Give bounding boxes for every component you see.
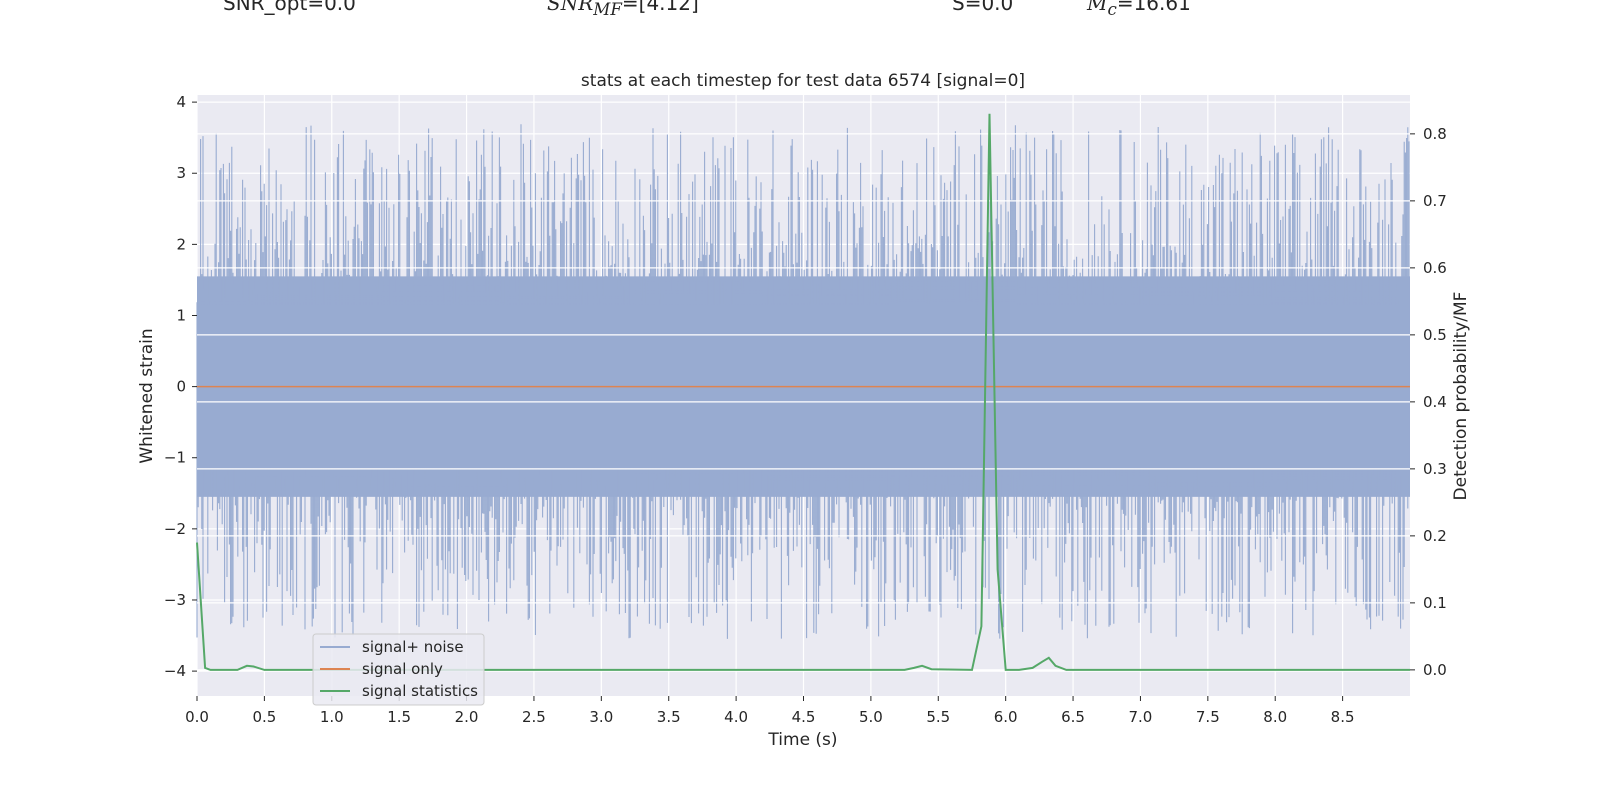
legend-label-signal-noise: signal+ noise xyxy=(362,638,464,656)
x-tick-label: 1.5 xyxy=(387,708,411,726)
y-left-tick-label: −3 xyxy=(164,591,186,609)
chart-title: stats at each timestep for test data 657… xyxy=(581,71,1025,91)
mc-label: Mc=16.61 xyxy=(1087,0,1191,19)
x-tick-label: 6.5 xyxy=(1061,708,1085,726)
x-tick-label: 3.5 xyxy=(657,708,681,726)
snr-mf-subscript: MF xyxy=(593,0,622,19)
y-right-tick-label: 0.8 xyxy=(1423,125,1447,143)
y-left-tick-label: 1 xyxy=(176,306,186,324)
y-left-tick-label: −2 xyxy=(164,520,186,538)
y-right-tick-label: 0.4 xyxy=(1423,393,1447,411)
legend: signal+ noise signal only signal statist… xyxy=(312,633,485,706)
y-right-tick-label: 0.6 xyxy=(1423,259,1447,277)
y-left-tick-label: 0 xyxy=(176,378,186,396)
x-tick-label: 8.0 xyxy=(1263,708,1287,726)
x-axis-label: Time (s) xyxy=(767,730,837,750)
signal-statistics-series xyxy=(196,113,1410,671)
legend-box xyxy=(312,633,485,706)
x-tick-label: 0.0 xyxy=(185,708,209,726)
x-tick-label: 7.5 xyxy=(1196,708,1220,726)
y-right-tick-label: 0.2 xyxy=(1423,527,1447,545)
x-tick-label: 5.0 xyxy=(859,708,883,726)
y-left-axis-label: Whitened strain xyxy=(137,328,157,463)
y-right-axis-label: Detection probability/MF xyxy=(1451,292,1471,501)
y-right-tick-label: 0.0 xyxy=(1423,661,1447,679)
mc-symbol: M xyxy=(1087,0,1108,15)
mc-subscript: c xyxy=(1107,0,1117,19)
y-left-axis-ticks: 4 3 2 1 0 −1 −2 −3 −4 xyxy=(164,93,197,680)
x-axis-ticks: 0.0 0.5 1.0 1.5 2.0 2.5 3.0 3.5 4.0 4.5 5.0 5.5 6.0 6… xyxy=(185,696,1355,726)
x-tick-label: 0.5 xyxy=(252,708,276,726)
x-tick-label: 2.5 xyxy=(522,708,546,726)
x-tick-label: 3.0 xyxy=(589,708,613,726)
x-tick-label: 5.5 xyxy=(926,708,950,726)
y-right-axis-ticks: 0.8 0.7 0.6 0.5 0.4 0.3 0.2 0.1 0.0 xyxy=(1410,125,1447,679)
y-left-tick-label: −4 xyxy=(164,662,186,680)
legend-label-signal-statistics: signal statistics xyxy=(362,682,478,700)
y-left-tick-label: −1 xyxy=(164,449,186,467)
snr-mf-label: SNRMF=[4.12] xyxy=(547,0,699,19)
legend-label-signal-only: signal only xyxy=(362,660,443,678)
y-right-tick-label: 0.7 xyxy=(1423,192,1447,210)
x-tick-label: 1.0 xyxy=(320,708,344,726)
snr-opt-label: SNR_opt=0.0 xyxy=(223,0,356,15)
x-tick-label: 4.0 xyxy=(724,708,748,726)
snr-mf-value: =[4.12] xyxy=(621,0,699,15)
y-left-tick-label: 2 xyxy=(176,235,186,253)
x-tick-label: 7.0 xyxy=(1129,708,1153,726)
y-left-tick-label: 3 xyxy=(176,164,186,182)
s-value-label: S=0.0 xyxy=(952,0,1014,15)
snr-mf-symbol: SNR xyxy=(547,0,594,15)
y-right-tick-label: 0.5 xyxy=(1423,326,1447,344)
x-tick-label: 2.0 xyxy=(455,708,479,726)
y-right-tick-label: 0.3 xyxy=(1423,460,1447,478)
mc-value: =16.61 xyxy=(1116,0,1191,15)
x-tick-label: 4.5 xyxy=(792,708,816,726)
x-tick-label: 8.5 xyxy=(1331,708,1355,726)
x-tick-label: 6.0 xyxy=(994,708,1018,726)
y-left-tick-label: 4 xyxy=(176,93,186,111)
noise-spikes xyxy=(196,124,1410,639)
y-right-tick-label: 0.1 xyxy=(1423,594,1447,612)
